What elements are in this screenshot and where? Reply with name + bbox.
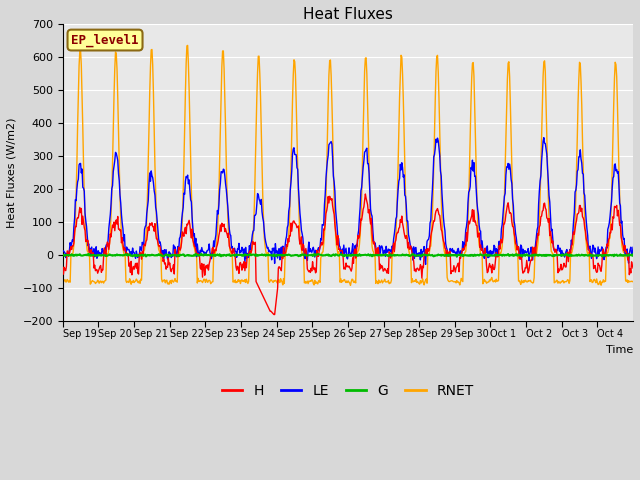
H [59,264,67,270]
RNET [408,276,416,282]
RNET [126,276,134,282]
RNET [347,282,355,288]
RNET [59,278,67,284]
G [59,252,67,258]
RNET [184,43,191,48]
H [281,251,289,256]
G [85,251,93,257]
RNET [260,216,268,221]
Legend: H, LE, G, RNET: H, LE, G, RNET [216,378,480,403]
LE [407,245,415,251]
LE [629,244,637,250]
G [629,252,637,257]
LE [126,249,134,255]
G [440,252,447,258]
LE [230,245,238,251]
G [127,253,134,259]
G [453,253,461,259]
H [629,265,637,271]
H [440,240,448,246]
Title: Heat Fluxes: Heat Fluxes [303,7,393,22]
H [230,253,238,259]
RNET [281,254,289,260]
Y-axis label: Heat Fluxes (W/m2): Heat Fluxes (W/m2) [7,118,17,228]
LE [422,262,429,267]
H [126,260,134,266]
G [408,252,415,258]
Line: RNET: RNET [63,46,633,285]
G [260,252,268,258]
Text: EP_level1: EP_level1 [71,34,139,47]
RNET [629,278,637,284]
LE [540,135,548,141]
G [232,253,239,259]
H [362,191,369,197]
LE [259,215,267,220]
Line: H: H [63,194,633,314]
RNET [232,277,239,283]
G [281,252,289,258]
LE [59,248,67,253]
H [408,251,416,257]
LE [440,215,447,221]
LE [280,249,288,255]
H [259,293,267,299]
Line: LE: LE [63,138,633,264]
H [270,312,278,317]
RNET [440,248,448,253]
X-axis label: Time: Time [606,345,633,355]
Line: G: G [63,254,633,256]
